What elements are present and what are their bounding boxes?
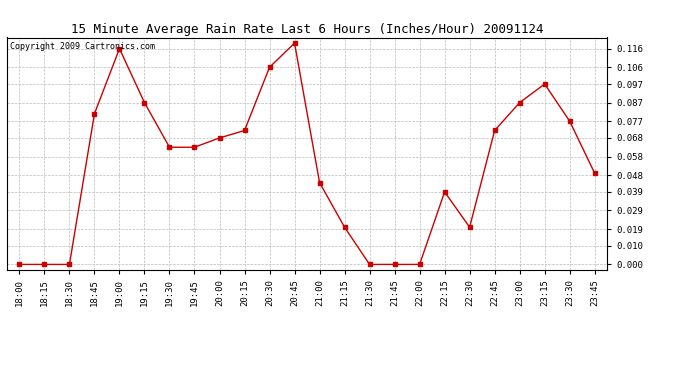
Text: Copyright 2009 Cartronics.com: Copyright 2009 Cartronics.com: [10, 42, 155, 51]
Title: 15 Minute Average Rain Rate Last 6 Hours (Inches/Hour) 20091124: 15 Minute Average Rain Rate Last 6 Hours…: [71, 23, 543, 36]
